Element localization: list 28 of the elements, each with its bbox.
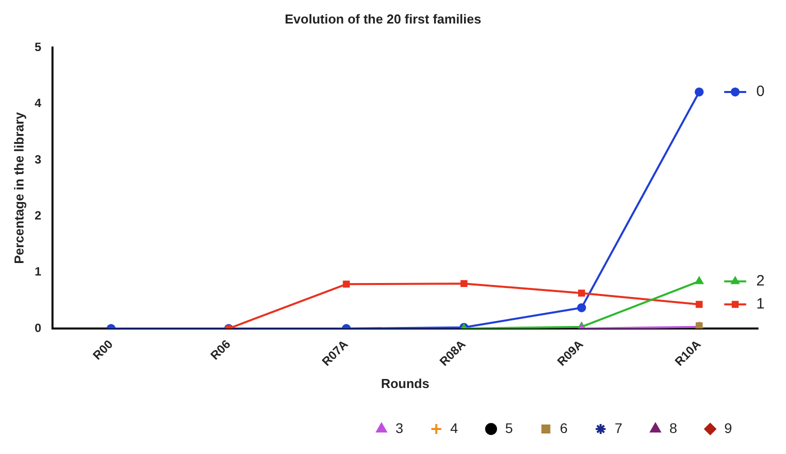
legend-label: 1 bbox=[756, 296, 765, 313]
y-tick-label: 1 bbox=[34, 264, 42, 279]
y-tick-label: 5 bbox=[34, 40, 42, 54]
point bbox=[696, 300, 703, 308]
legend-label: 2 bbox=[756, 272, 765, 290]
point bbox=[460, 280, 468, 288]
legend-label: 3 bbox=[395, 420, 404, 436]
chart-title: Evolution of the 20 first families bbox=[284, 11, 482, 26]
y-axis-title: Percentage in the library bbox=[11, 111, 26, 264]
point bbox=[695, 276, 704, 284]
point bbox=[578, 290, 586, 297]
legend-label: 8 bbox=[669, 420, 678, 436]
point bbox=[577, 303, 586, 312]
legend-label: 9 bbox=[724, 420, 732, 436]
x-tick-label: R00 bbox=[90, 336, 116, 363]
x-tick-label: R06 bbox=[208, 336, 234, 363]
y-tick-label: 4 bbox=[34, 96, 42, 110]
legend-label: 4 bbox=[450, 420, 458, 436]
y-tick-label: 3 bbox=[34, 152, 42, 166]
x-axis-title: Rounds bbox=[380, 376, 430, 391]
legend-label: 5 bbox=[505, 420, 514, 436]
point bbox=[342, 280, 350, 288]
y-tick-label: 2 bbox=[34, 208, 42, 222]
y-tick-label: 0 bbox=[34, 320, 42, 335]
legend-label: 6 bbox=[560, 420, 568, 436]
legend-label: 7 bbox=[614, 420, 623, 436]
legend-label: 0 bbox=[756, 83, 765, 100]
point bbox=[694, 87, 704, 96]
